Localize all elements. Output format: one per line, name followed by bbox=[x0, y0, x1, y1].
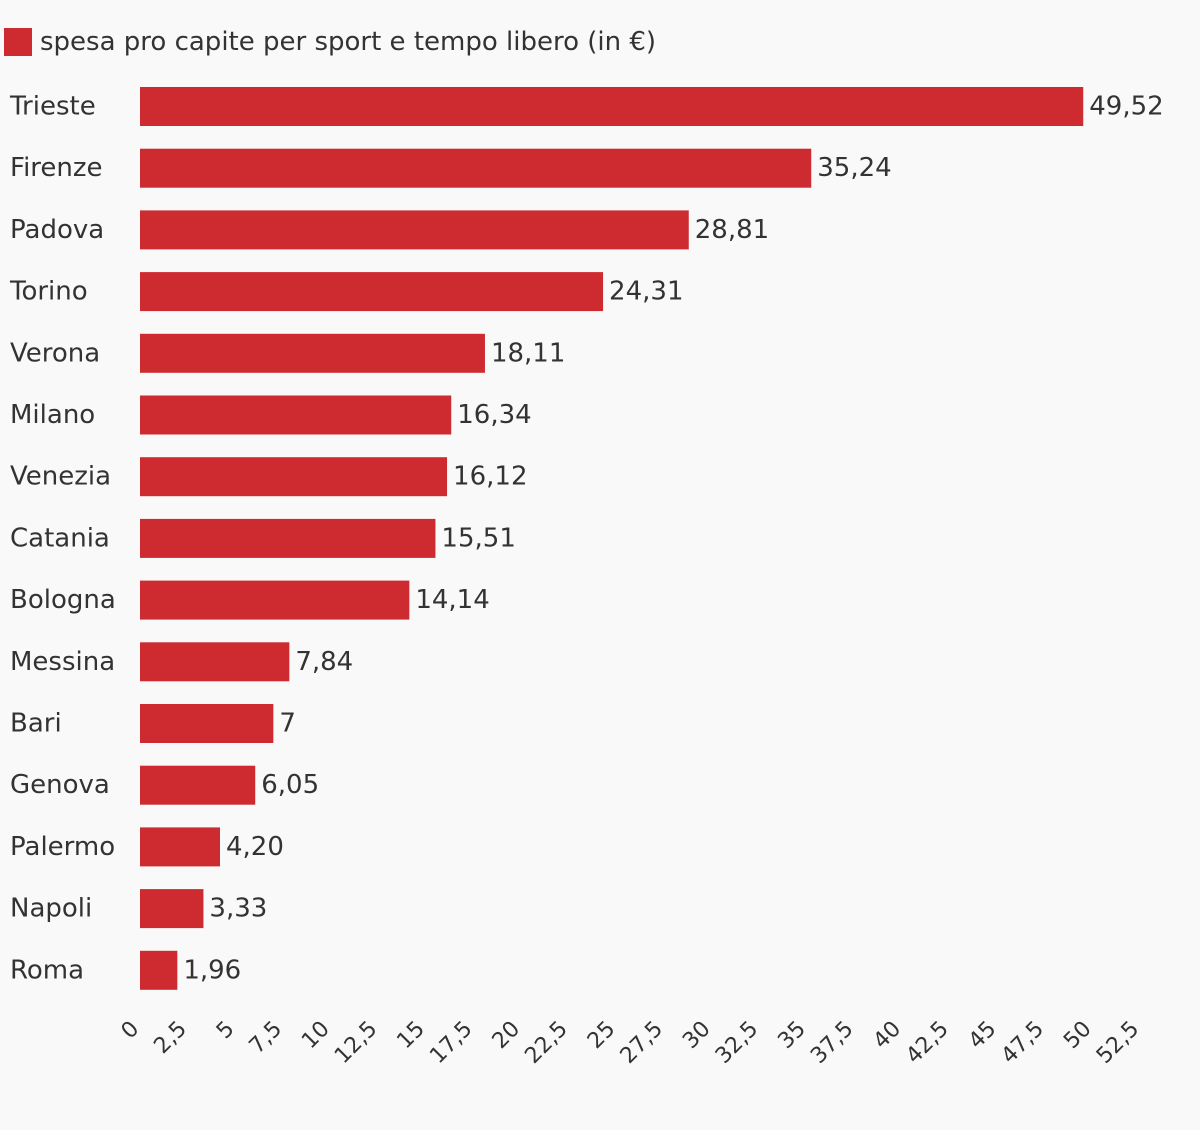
category-label: Genova bbox=[10, 770, 110, 800]
bars-layer: Trieste 49,52 Firenze 35,24 Padova 28,81 Torin… bbox=[9, 87, 1164, 990]
category-label: Milano bbox=[10, 400, 95, 430]
x-tick-label: 37,5 bbox=[806, 1017, 858, 1069]
bar bbox=[140, 827, 220, 867]
category-label: Catania bbox=[10, 523, 110, 553]
x-tick-label: 50 bbox=[1059, 1017, 1096, 1054]
bar bbox=[140, 148, 812, 188]
x-tick-label: 20 bbox=[488, 1017, 525, 1054]
x-tick-label: 12,5 bbox=[330, 1017, 382, 1069]
bar bbox=[140, 333, 485, 373]
category-label: Roma bbox=[10, 955, 84, 985]
category-label: Verona bbox=[10, 338, 100, 368]
x-tick-label: 2,5 bbox=[149, 1017, 191, 1059]
data-label: 1,96 bbox=[183, 955, 241, 985]
x-tick-label: 52,5 bbox=[1092, 1017, 1144, 1069]
bar bbox=[140, 950, 178, 990]
category-label: Napoli bbox=[10, 894, 92, 924]
x-tick-label: 10 bbox=[297, 1017, 334, 1054]
x-tick-label: 27,5 bbox=[616, 1017, 668, 1069]
data-label: 16,34 bbox=[457, 400, 531, 430]
data-label: 14,14 bbox=[415, 585, 489, 615]
category-label: Bari bbox=[10, 709, 62, 739]
x-tick-label: 35 bbox=[773, 1017, 810, 1054]
bar bbox=[140, 87, 1084, 126]
category-label: Messina bbox=[10, 647, 115, 677]
x-tick-label: 25 bbox=[583, 1017, 620, 1054]
chart-legend: spesa pro capite per sport e tempo liber… bbox=[4, 24, 656, 60]
category-label: Padova bbox=[10, 215, 104, 245]
data-label: 7 bbox=[279, 709, 296, 739]
x-tick-label: 5 bbox=[212, 1017, 240, 1045]
data-label: 3,33 bbox=[209, 894, 267, 924]
category-label: Palermo bbox=[10, 832, 115, 862]
bar bbox=[140, 765, 256, 805]
legend-swatch bbox=[4, 28, 32, 56]
x-tick-label: 45 bbox=[964, 1017, 1001, 1054]
x-tick-label: 22,5 bbox=[520, 1017, 572, 1069]
category-label: Bologna bbox=[10, 585, 116, 615]
bar bbox=[140, 457, 448, 497]
data-label: 4,20 bbox=[226, 832, 284, 862]
category-label: Venezia bbox=[10, 462, 111, 492]
bar bbox=[140, 272, 604, 312]
data-label: 16,12 bbox=[453, 462, 527, 492]
data-label: 6,05 bbox=[261, 770, 319, 800]
bar bbox=[140, 889, 204, 929]
data-label: 18,11 bbox=[491, 338, 565, 368]
data-label: 7,84 bbox=[295, 647, 353, 677]
x-tick-label: 7,5 bbox=[245, 1017, 287, 1059]
x-tick-label: 30 bbox=[678, 1017, 715, 1054]
bar bbox=[140, 642, 290, 682]
data-label: 28,81 bbox=[695, 215, 769, 245]
category-label: Firenze bbox=[10, 153, 103, 183]
data-label: 24,31 bbox=[609, 277, 683, 307]
bar bbox=[140, 210, 689, 250]
x-tick-label: 47,5 bbox=[997, 1017, 1049, 1069]
bar bbox=[140, 395, 452, 435]
x-tick-label: 42,5 bbox=[901, 1017, 953, 1069]
x-tick-label: 0 bbox=[117, 1017, 145, 1045]
category-label: Torino bbox=[9, 277, 88, 307]
data-label: 15,51 bbox=[441, 523, 515, 553]
legend-label: spesa pro capite per sport e tempo liber… bbox=[40, 27, 657, 57]
data-label: 49,52 bbox=[1089, 92, 1163, 122]
bar bbox=[140, 704, 274, 743]
x-tick-label: 32,5 bbox=[711, 1017, 763, 1069]
bar bbox=[140, 518, 436, 558]
bar bbox=[140, 580, 410, 620]
x-tick-label: 40 bbox=[869, 1017, 906, 1054]
x-tick-label: 15 bbox=[392, 1017, 429, 1054]
x-tick-label: 17,5 bbox=[425, 1017, 477, 1069]
data-label: 35,24 bbox=[817, 153, 891, 183]
category-label: Trieste bbox=[9, 92, 96, 122]
